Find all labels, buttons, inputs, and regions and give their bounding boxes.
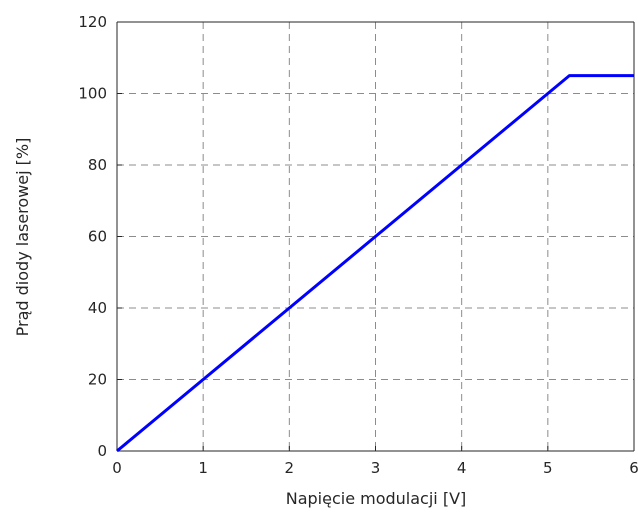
x-tick-label: 6 — [629, 459, 638, 477]
series-line-0 — [116, 74, 634, 453]
x-tick-label: 2 — [285, 459, 295, 477]
y-tick-label: 60 — [88, 228, 107, 246]
y-axis-label: Prąd diody laserowej [%] — [13, 138, 32, 337]
x-tick-label: 1 — [198, 459, 208, 477]
x-tick-label: 0 — [112, 459, 122, 477]
x-tick-label: 5 — [543, 459, 553, 477]
axes — [116, 21, 635, 452]
x-axis-label: Napięcie modulacji [V] — [286, 489, 467, 508]
y-tick-label: 20 — [88, 371, 107, 389]
series-layer — [116, 74, 634, 453]
y-tick-label: 100 — [78, 85, 107, 103]
y-tick-label: 80 — [88, 156, 107, 174]
y-tick-label: 0 — [97, 442, 107, 460]
x-tick-label: 4 — [457, 459, 467, 477]
y-tick-label: 120 — [78, 13, 107, 31]
x-tick-label: 3 — [371, 459, 381, 477]
y-tick-label: 40 — [88, 299, 107, 317]
